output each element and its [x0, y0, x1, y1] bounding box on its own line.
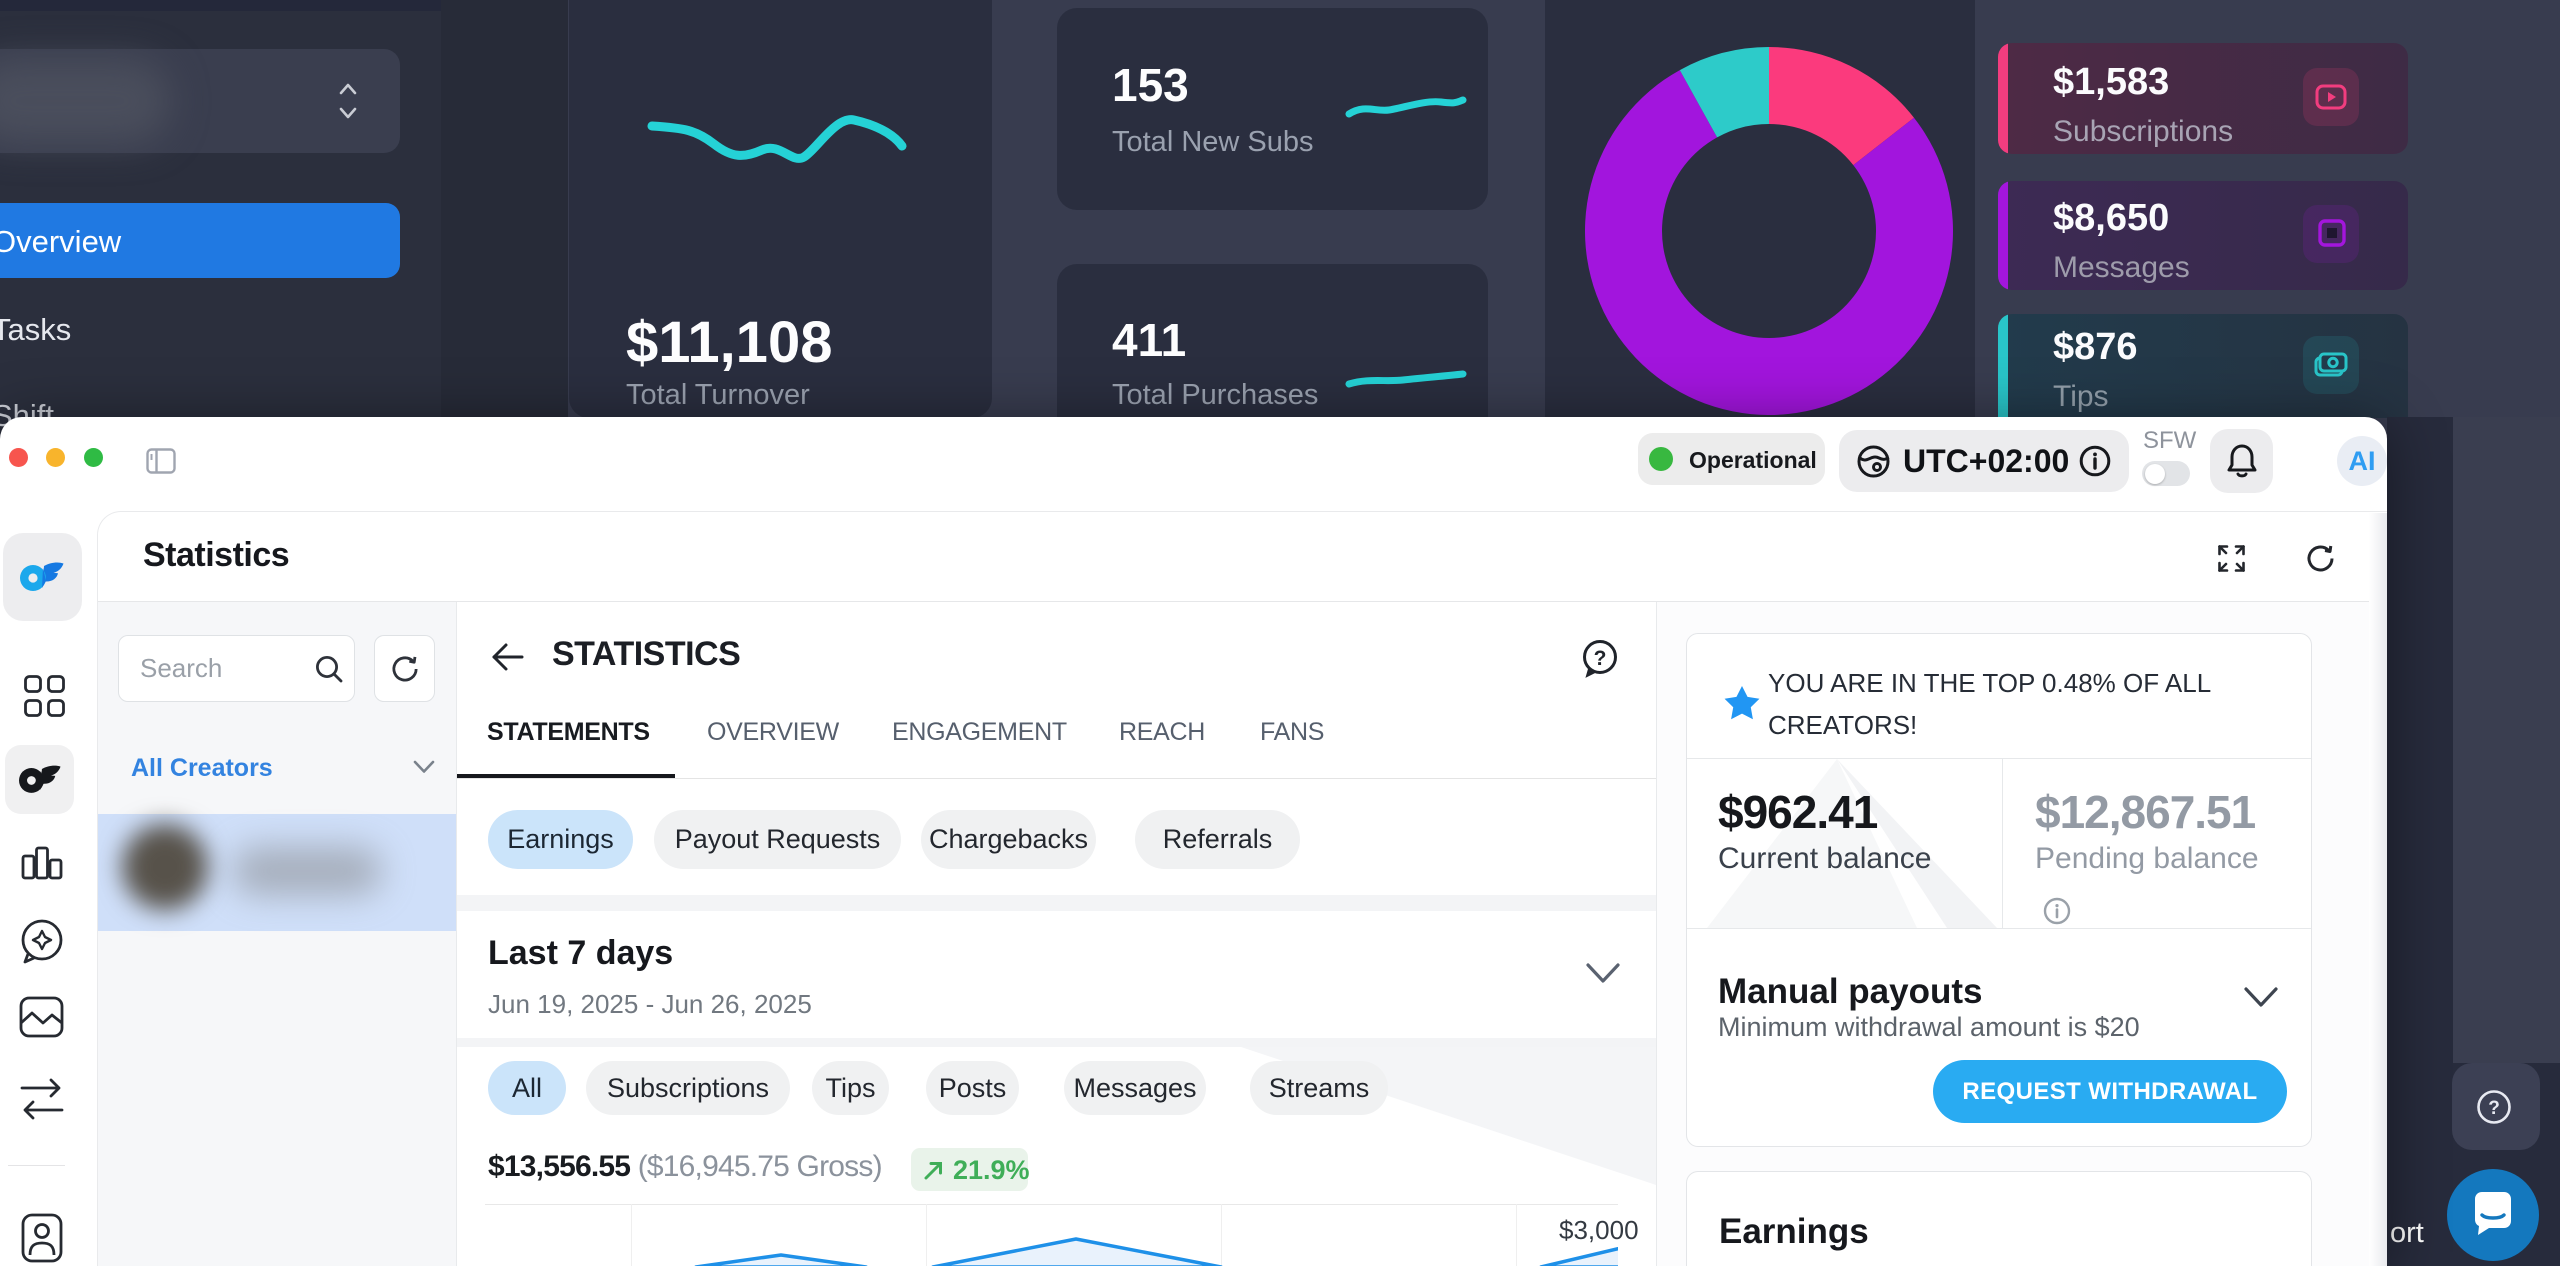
svg-text:?: ? — [1594, 647, 1607, 670]
svg-text:?: ? — [2488, 1098, 2500, 1119]
